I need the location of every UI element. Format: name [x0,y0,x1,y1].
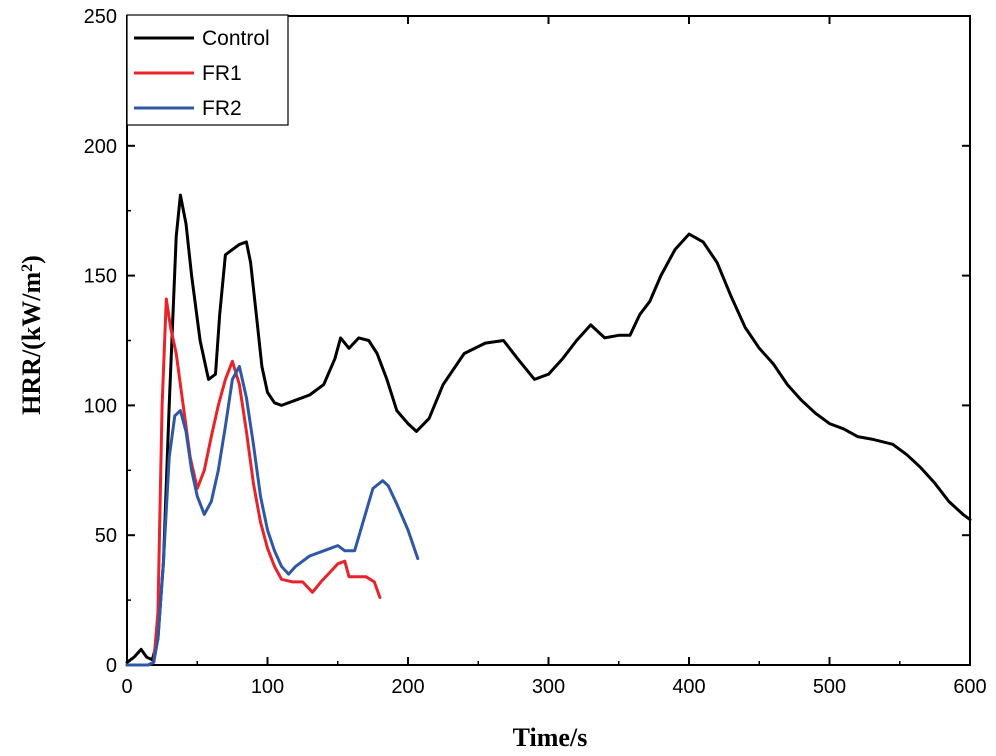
y-tick-label: 100 [84,395,117,417]
y-tick-label: 200 [84,136,117,158]
axes-group: 0 100 200 300 400 500 600 0 50 100 150 200 250 [84,6,987,698]
x-tick-label: 600 [953,676,986,698]
y-tick-label: 0 [106,655,117,677]
legend-label-control: Control [202,27,270,50]
y-tick-label: 250 [84,6,117,28]
x-tick-label: 500 [813,676,846,698]
series-line-control [125,193,972,664]
series-line-fr1 [125,297,382,667]
y-tick-label: 50 [95,525,117,547]
y-axis-title-close: ) [17,255,46,264]
x-tick-label: 300 [532,676,565,698]
x-tick-label: 200 [391,676,424,698]
y-tick-label: 150 [84,266,117,288]
y-axis-title: HRR/(kW/m2) [17,255,46,415]
x-tick-label: 0 [121,676,132,698]
x-tick-label: 400 [672,676,705,698]
legend-label-fr1: FR1 [202,62,242,85]
y-axis-title-sup: 2 [19,264,36,272]
series-line-fr2 [125,365,420,667]
x-tick-label: 100 [251,676,284,698]
x-axis-title: Time/s [513,723,588,752]
legend: Control FR1 FR2 [126,14,289,126]
y-axis-title-main: HRR/(kW/m [17,271,46,414]
legend-label-fr2: FR2 [202,97,242,120]
series-layer [125,193,972,667]
